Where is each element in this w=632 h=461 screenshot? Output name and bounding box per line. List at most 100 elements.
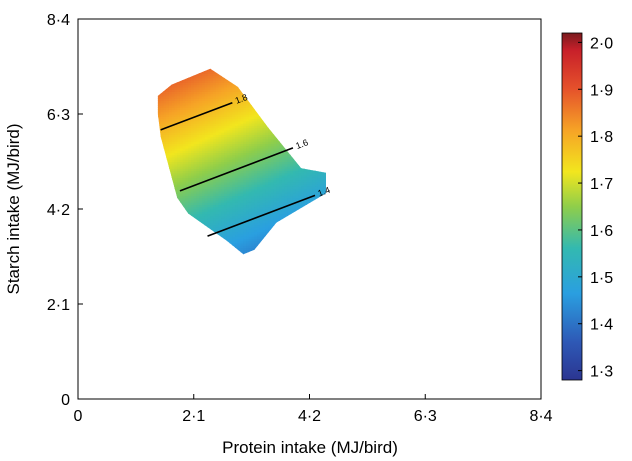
heatmap-cell bbox=[290, 111, 294, 115]
heatmap-cell bbox=[174, 186, 178, 190]
heatmap-cell bbox=[295, 175, 300, 178]
heatmap-cell bbox=[262, 229, 267, 233]
heatmap-cell bbox=[174, 238, 178, 242]
heatmap-cell bbox=[190, 127, 195, 131]
heatmap-cell bbox=[179, 71, 184, 74]
heatmap-cell bbox=[182, 68, 187, 70]
heatmap-cell bbox=[259, 152, 264, 156]
heatmap-cell bbox=[249, 254, 252, 257]
heatmap-cell bbox=[295, 93, 300, 97]
heatmap-cell bbox=[287, 222, 291, 226]
heatmap-cell bbox=[235, 68, 239, 72]
heatmap-cell bbox=[254, 175, 258, 178]
heatmap-cell bbox=[193, 116, 198, 120]
heatmap-cell bbox=[199, 100, 203, 104]
heatmap-cell bbox=[270, 95, 275, 99]
heatmap-cell bbox=[240, 159, 244, 163]
heatmap-cell bbox=[179, 224, 184, 228]
heatmap-cell bbox=[160, 129, 165, 133]
heatmap-cell bbox=[248, 111, 253, 115]
heatmap-cell bbox=[150, 57, 153, 60]
heatmap-cell bbox=[276, 84, 280, 88]
heatmap-cell bbox=[237, 204, 242, 208]
heatmap-cell bbox=[292, 247, 297, 251]
heatmap-cell bbox=[276, 60, 279, 63]
heatmap-cell bbox=[152, 200, 155, 203]
heatmap-cell bbox=[182, 68, 187, 72]
heatmap-cell bbox=[174, 190, 178, 194]
heatmap-cell bbox=[281, 190, 286, 194]
heatmap-cell bbox=[196, 77, 200, 81]
heatmap-cell bbox=[296, 62, 299, 65]
heatmap-cell bbox=[284, 218, 289, 221]
heatmap-cell bbox=[268, 109, 272, 113]
heatmap-cell bbox=[218, 109, 222, 113]
heatmap-cell bbox=[221, 73, 225, 77]
heatmap-cell bbox=[226, 218, 231, 221]
heatmap-cell bbox=[284, 209, 289, 212]
heatmap-cell bbox=[213, 150, 217, 154]
heatmap-cell bbox=[157, 197, 162, 201]
heatmap-cell bbox=[202, 172, 206, 176]
heatmap-cell bbox=[183, 57, 186, 60]
heatmap-cell bbox=[271, 60, 274, 63]
heatmap-cell bbox=[290, 98, 294, 102]
heatmap-cell bbox=[160, 247, 165, 251]
heatmap-cell bbox=[160, 224, 165, 228]
heatmap-cell bbox=[232, 102, 236, 106]
heatmap-cell bbox=[232, 222, 236, 226]
heatmap-cell bbox=[163, 163, 167, 167]
heatmap-cell bbox=[240, 236, 244, 239]
heatmap-cell bbox=[152, 259, 155, 262]
heatmap-cell bbox=[207, 75, 211, 79]
heatmap-cell bbox=[168, 123, 173, 126]
heatmap-cell bbox=[215, 116, 220, 120]
heatmap-cell bbox=[279, 150, 283, 154]
heatmap-cell bbox=[177, 95, 181, 99]
heatmap-cell bbox=[229, 166, 233, 169]
heatmap-cell bbox=[292, 156, 297, 160]
heatmap-cell bbox=[287, 84, 291, 88]
heatmap-cell bbox=[240, 138, 244, 142]
heatmap-cell bbox=[188, 120, 192, 124]
heatmap-cell bbox=[168, 107, 173, 111]
heatmap-cell bbox=[235, 227, 239, 230]
heatmap-cell bbox=[276, 242, 280, 246]
heatmap-cell bbox=[202, 129, 206, 133]
heatmap-cell bbox=[274, 261, 277, 264]
heatmap-cell bbox=[265, 209, 269, 212]
heatmap-cell bbox=[188, 163, 192, 167]
heatmap-cell bbox=[265, 154, 269, 158]
heatmap-cell bbox=[251, 114, 255, 117]
heatmap-cell bbox=[213, 147, 217, 151]
heatmap-cell bbox=[168, 242, 173, 246]
heatmap-cell bbox=[218, 141, 222, 144]
heatmap-cell bbox=[292, 89, 297, 92]
heatmap-cell bbox=[177, 60, 180, 63]
heatmap-cell bbox=[265, 218, 269, 221]
heatmap-cell bbox=[171, 161, 176, 165]
heatmap-cell bbox=[221, 261, 224, 264]
heatmap-cell bbox=[188, 152, 192, 156]
heatmap-cell bbox=[237, 238, 242, 242]
heatmap-cell bbox=[215, 251, 220, 255]
heatmap-cell bbox=[298, 257, 301, 260]
heatmap-cell bbox=[180, 62, 183, 65]
heatmap-cell bbox=[218, 193, 222, 197]
heatmap-cell bbox=[193, 114, 198, 117]
heatmap-cell bbox=[196, 68, 200, 72]
heatmap-cell bbox=[177, 77, 181, 81]
heatmap-cell bbox=[215, 206, 220, 210]
heatmap-cell bbox=[221, 166, 225, 169]
heatmap-cell bbox=[295, 120, 300, 124]
heatmap-cell bbox=[202, 204, 206, 208]
heatmap-cell bbox=[199, 82, 203, 86]
heatmap-cell bbox=[221, 202, 225, 206]
heatmap-cell bbox=[257, 204, 261, 208]
heatmap-cell bbox=[166, 193, 170, 197]
heatmap-cell bbox=[174, 141, 178, 144]
heatmap-cell bbox=[207, 84, 211, 88]
heatmap-cell bbox=[268, 172, 272, 176]
heatmap-cell bbox=[251, 220, 255, 224]
heatmap-cell bbox=[273, 166, 278, 169]
